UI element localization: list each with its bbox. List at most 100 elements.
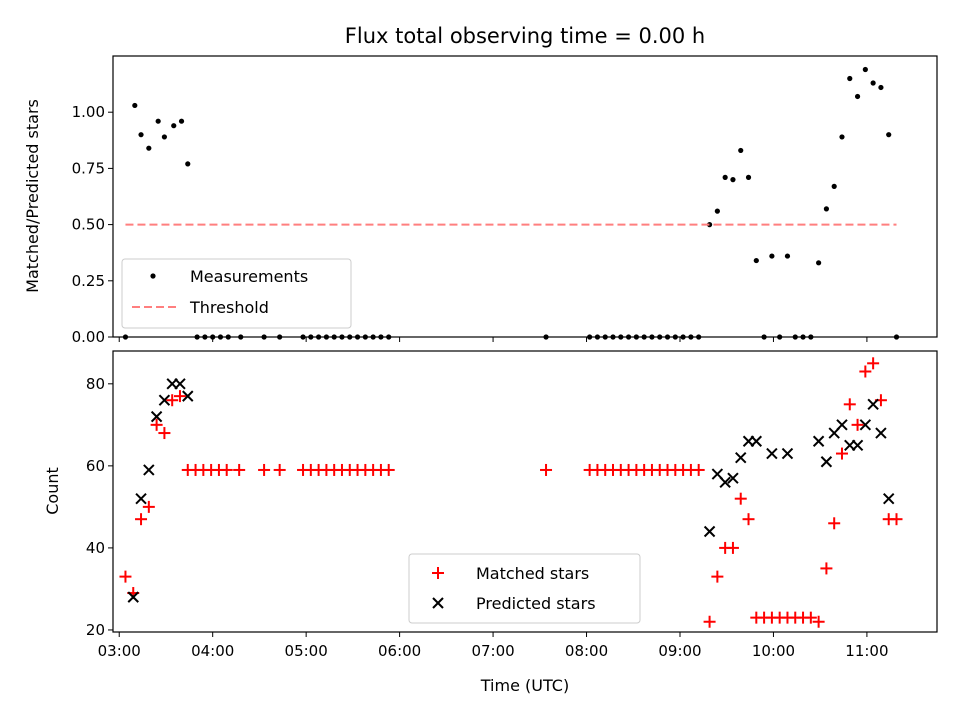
measurement-point	[847, 75, 853, 82]
matched-stars-point	[158, 427, 171, 440]
bottom-y-tick-label: 80	[86, 375, 105, 393]
measurement-point	[185, 161, 191, 167]
top-y-tick-label: 0.25	[72, 272, 105, 290]
measurement-point	[354, 334, 361, 340]
x-tick-label: 07:00	[471, 642, 514, 660]
measurement-point	[625, 334, 632, 340]
top-y-axis-label: Matched/Predicted stars	[23, 99, 42, 293]
matched-stars-point	[804, 611, 817, 624]
bottom-axes-frame	[112, 350, 938, 633]
measurement-point	[217, 334, 224, 340]
measurement-point	[202, 334, 208, 340]
bottom-legend-box	[408, 553, 641, 624]
measurement-point	[800, 334, 806, 340]
measurement-point	[138, 132, 144, 138]
predicted-stars-point	[127, 591, 139, 603]
predicted-stars-point	[735, 451, 747, 464]
measurement-point	[886, 132, 892, 138]
x-tick-label: 08:00	[565, 642, 608, 660]
measurement-point	[316, 334, 322, 340]
x-tick-label: 09:00	[658, 642, 701, 660]
matched-stars-point	[843, 398, 856, 411]
predicted-stars-point	[867, 398, 879, 411]
measurement-point	[672, 334, 678, 340]
measurement-point	[792, 334, 798, 340]
measurement-point	[730, 177, 736, 183]
matched-stars-point	[150, 418, 163, 431]
matched-stars-point	[859, 365, 872, 378]
matched-stars-point	[711, 570, 724, 583]
matched-stars-point	[142, 500, 155, 513]
measurement-point	[178, 118, 185, 124]
predicted-stars-point	[158, 394, 171, 406]
measurement-point	[714, 208, 720, 214]
measurement-point	[602, 334, 608, 340]
top-plot-marks	[122, 66, 900, 340]
top-legend-box	[121, 258, 352, 329]
bottom-y-axis-label: Count	[43, 467, 62, 515]
bottom-legend: Matched stars Predicted stars	[408, 553, 641, 624]
measurement-point	[238, 334, 244, 340]
measurement-point	[587, 334, 593, 340]
measurement-point	[870, 80, 876, 86]
matched-stars-point	[851, 418, 864, 431]
measurement-point	[769, 253, 775, 259]
predicted-stars-point	[883, 492, 895, 505]
bottom-y-tick-label: 40	[86, 539, 105, 557]
predicted-stars-point	[859, 419, 872, 431]
measurement-point	[323, 334, 329, 340]
measurement-point	[784, 253, 791, 259]
measurement-point	[664, 334, 671, 340]
matched-stars-point	[703, 615, 716, 628]
measurement-point	[277, 334, 283, 340]
bottom-y-tick-label: 60	[86, 457, 105, 475]
matched-stars-point	[867, 357, 880, 370]
measurement-point	[386, 334, 392, 340]
legend-measurements-marker	[150, 273, 156, 279]
bottom-y-tick-label: 20	[86, 621, 105, 639]
predicted-stars-point	[703, 525, 716, 538]
predicted-stars-point	[150, 410, 163, 423]
matched-stars-point	[173, 390, 186, 403]
measurement-point	[610, 334, 616, 340]
predicted-stars-point	[820, 456, 833, 468]
measurement-point	[893, 334, 900, 340]
legend-threshold-label: Threshold	[189, 298, 269, 317]
x-tick-label: 03:00	[98, 642, 141, 660]
measurement-point	[146, 145, 152, 151]
predicted-stars-point	[750, 435, 763, 447]
matched-stars-point	[820, 562, 833, 575]
measurement-point	[641, 334, 647, 340]
predicted-stars-point	[719, 476, 731, 488]
x-axis-label: Time (UTC)	[480, 676, 569, 695]
measurement-point	[543, 334, 549, 340]
matched-stars-point	[540, 463, 553, 476]
x-tick-label: 06:00	[378, 642, 421, 660]
measurement-point	[378, 334, 384, 340]
legend-measurements-label: Measurements	[190, 267, 308, 286]
x-tick-label: 05:00	[285, 642, 328, 660]
measurement-point	[161, 134, 168, 140]
top-y-tick-label: 0.50	[72, 216, 105, 234]
measurement-point	[831, 183, 837, 189]
measurement-point	[680, 334, 686, 340]
bottom-x-ticks: 03:00 04:00 05:00 06:00 07:00 08:00 09:00 10:00…	[98, 632, 889, 660]
measurement-point	[808, 334, 814, 340]
measurement-point	[370, 334, 376, 340]
measurement-point	[878, 84, 884, 91]
measurement-point	[745, 174, 752, 180]
measurement-point	[210, 334, 216, 340]
matched-stars-point	[742, 513, 755, 526]
top-axes-frame	[112, 55, 938, 338]
predicted-stars-point	[851, 439, 864, 452]
measurement-point	[171, 123, 177, 129]
bottom-axes: 20 40 60 80 03:00 04:00 05:00 06:00 07:00 08:00 0…	[43, 350, 938, 695]
matched-stars-point	[119, 570, 132, 583]
measurement-point	[854, 93, 861, 100]
legend-matched-marker	[432, 567, 444, 579]
measurement-point	[649, 334, 655, 340]
x-tick-label: 04:00	[191, 642, 234, 660]
x-tick-label: 11:00	[845, 642, 888, 660]
legend-matched-label: Matched stars	[476, 564, 589, 583]
measurement-point	[761, 334, 767, 340]
